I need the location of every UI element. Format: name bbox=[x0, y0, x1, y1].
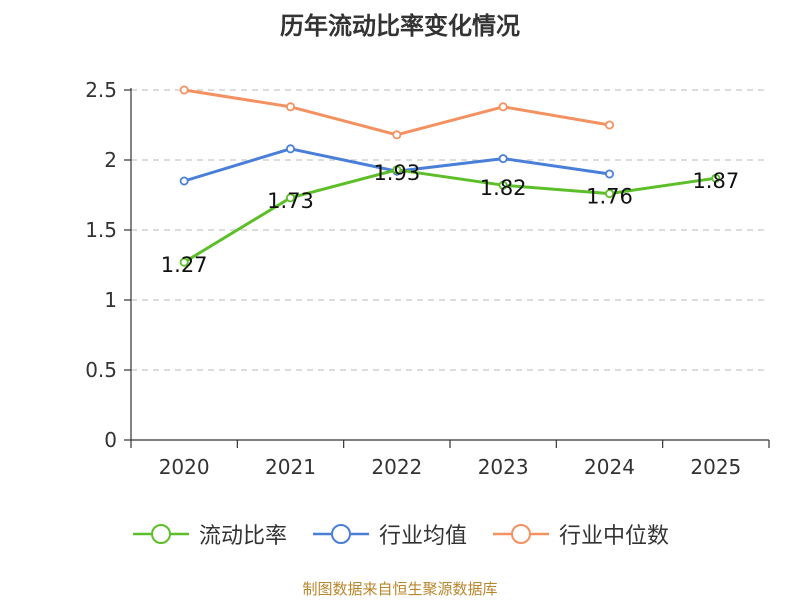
x-tick-label-2023: 2023 bbox=[478, 455, 529, 479]
legend-label: 流动比率 bbox=[198, 524, 287, 549]
series-line-2 bbox=[183, 88, 610, 137]
series-0-point-2022 bbox=[392, 165, 402, 175]
x-tick-label-2022: 2022 bbox=[371, 455, 422, 479]
series-2-point-2021 bbox=[285, 102, 295, 112]
series-line-0 bbox=[183, 168, 717, 264]
series-1-point-2021 bbox=[285, 144, 295, 154]
data-label-2020: 1.27 bbox=[161, 253, 208, 277]
source-note: 制图数据来自恒生聚源数据库 bbox=[302, 580, 498, 598]
x-tick-label-2020: 2020 bbox=[159, 455, 210, 479]
series-0-point-2021 bbox=[285, 193, 295, 203]
legend-swatch-icon bbox=[312, 524, 369, 544]
series-2-point-2022 bbox=[392, 130, 402, 140]
series-0-point-2020 bbox=[179, 257, 189, 267]
series-2-point-2024 bbox=[605, 120, 615, 130]
legend-item-2[interactable]: 行业中位数 bbox=[491, 518, 669, 550]
series-0-point-2023 bbox=[498, 180, 508, 190]
y-tick-label-2: 1 bbox=[104, 288, 117, 312]
data-label-2023: 1.82 bbox=[480, 176, 527, 200]
legend-label: 行业中位数 bbox=[559, 524, 670, 549]
legend-item-0[interactable]: 流动比率 bbox=[131, 518, 287, 550]
series-0-point-2025 bbox=[711, 173, 721, 183]
legend-item-1[interactable]: 行业均值 bbox=[311, 518, 467, 550]
y-tick-label-3: 1.5 bbox=[85, 218, 117, 242]
legend: 流动比率 行业均值 行业中位数 bbox=[0, 518, 800, 550]
y-tick-label-5: 2.5 bbox=[85, 78, 117, 102]
x-tick-label-2021: 2021 bbox=[265, 455, 316, 479]
data-label-2021: 1.73 bbox=[267, 189, 314, 213]
chart-title: 历年流动比率变化情况 bbox=[280, 12, 520, 40]
data-label-2024: 1.76 bbox=[586, 185, 633, 209]
series-2-point-2023 bbox=[498, 102, 508, 112]
data-label-2022: 1.93 bbox=[373, 161, 420, 185]
series-1-point-2020 bbox=[179, 176, 189, 186]
x-tick-label-2025: 2025 bbox=[690, 455, 741, 479]
legend-label: 行业均值 bbox=[378, 524, 467, 549]
y-tick-label-0: 0 bbox=[104, 428, 117, 452]
series-0-point-2024 bbox=[605, 189, 615, 199]
series-1-point-2023 bbox=[498, 154, 508, 164]
data-label-2025: 1.87 bbox=[692, 169, 739, 193]
series-2-point-2020 bbox=[179, 85, 189, 95]
x-tick-label-2024: 2024 bbox=[584, 455, 635, 479]
y-tick-label-1: 0.5 bbox=[85, 358, 117, 382]
series-1-point-2024 bbox=[605, 169, 615, 179]
y-tick-label-4: 2 bbox=[104, 148, 117, 172]
legend-swatch-icon bbox=[132, 524, 189, 544]
legend-swatch-icon bbox=[493, 524, 549, 544]
